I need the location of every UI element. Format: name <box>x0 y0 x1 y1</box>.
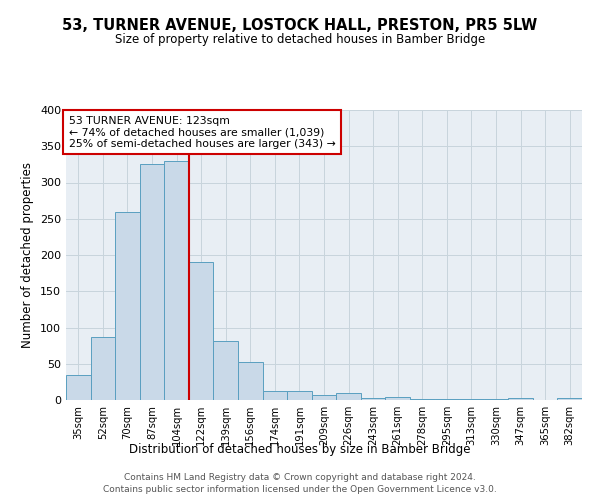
Bar <box>557 398 582 400</box>
Text: Contains HM Land Registry data © Crown copyright and database right 2024.: Contains HM Land Registry data © Crown c… <box>124 472 476 482</box>
Bar <box>484 398 508 400</box>
Text: 53 TURNER AVENUE: 123sqm
← 74% of detached houses are smaller (1,039)
25% of sem: 53 TURNER AVENUE: 123sqm ← 74% of detach… <box>68 116 335 149</box>
Text: Contains public sector information licensed under the Open Government Licence v3: Contains public sector information licen… <box>103 485 497 494</box>
Bar <box>140 164 164 400</box>
Bar <box>287 390 312 400</box>
Bar <box>312 395 336 400</box>
Bar <box>361 398 385 400</box>
Bar <box>508 398 533 400</box>
Bar <box>238 362 263 400</box>
Bar <box>385 397 410 400</box>
Bar <box>189 262 214 400</box>
Text: 53, TURNER AVENUE, LOSTOCK HALL, PRESTON, PR5 5LW: 53, TURNER AVENUE, LOSTOCK HALL, PRESTON… <box>62 18 538 32</box>
Text: Size of property relative to detached houses in Bamber Bridge: Size of property relative to detached ho… <box>115 32 485 46</box>
Bar <box>91 337 115 400</box>
Bar <box>115 212 140 400</box>
Bar <box>214 340 238 400</box>
Bar <box>336 394 361 400</box>
Bar <box>410 398 434 400</box>
Y-axis label: Number of detached properties: Number of detached properties <box>22 162 34 348</box>
Bar <box>164 161 189 400</box>
Bar <box>263 392 287 400</box>
Bar <box>66 374 91 400</box>
Text: Distribution of detached houses by size in Bamber Bridge: Distribution of detached houses by size … <box>129 442 471 456</box>
